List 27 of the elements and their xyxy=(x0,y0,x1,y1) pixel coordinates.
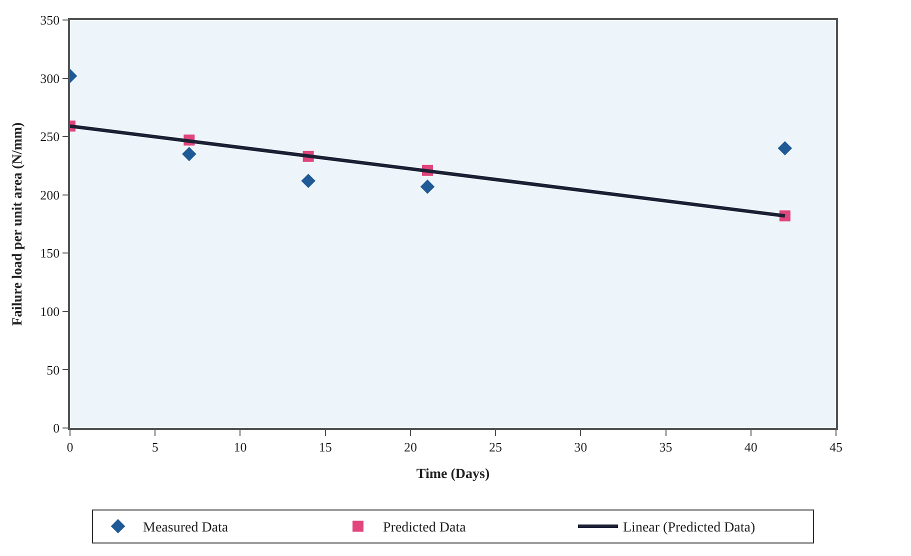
y-tick-label: 200 xyxy=(40,187,60,202)
x-axis-title: Time (Days) xyxy=(416,467,490,482)
y-tick-label: 50 xyxy=(46,362,60,378)
x-tick-label: 30 xyxy=(574,439,588,454)
y-tick-label: 250 xyxy=(40,129,60,144)
x-tick-label: 25 xyxy=(489,439,502,454)
x-tick-label: 0 xyxy=(66,439,74,454)
y-axis-title: Failure load per unit area (N/mm) xyxy=(10,122,26,326)
legend-label: Linear (Predicted Data) xyxy=(623,520,756,536)
x-tick-label: 45 xyxy=(830,439,842,454)
x-tick-label: 20 xyxy=(404,439,417,454)
legend-label: Predicted Data xyxy=(383,520,467,536)
y-tick-label: 0 xyxy=(53,420,60,436)
x-tick-label: 35 xyxy=(659,439,672,454)
x-tick-label: 40 xyxy=(744,439,758,454)
point xyxy=(182,146,196,162)
point xyxy=(301,174,316,188)
point xyxy=(420,180,435,194)
y-tick-label: 150 xyxy=(40,246,60,261)
x-tick-label: 5 xyxy=(152,439,158,454)
point xyxy=(778,141,792,156)
y-tick-label: 100 xyxy=(40,304,60,319)
legend-label: Measured Data xyxy=(143,520,229,536)
x-tick-label: 10 xyxy=(234,439,247,454)
y-tick-label: 300 xyxy=(40,70,60,86)
y-tick-label: 350 xyxy=(40,12,60,28)
x-tick-label: 15 xyxy=(318,439,332,454)
